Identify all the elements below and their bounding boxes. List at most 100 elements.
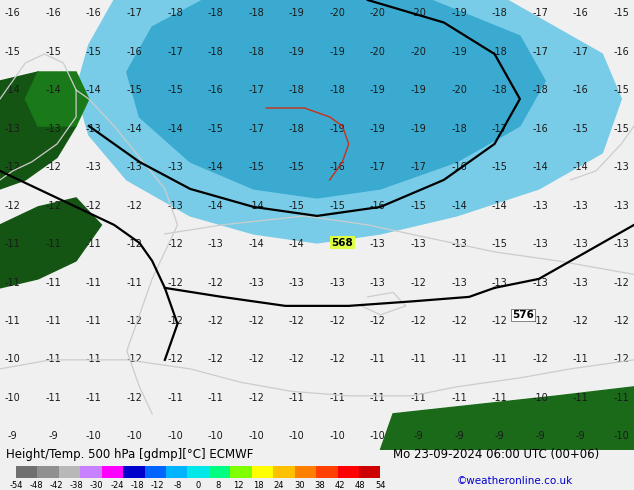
Text: -11: -11 [86, 393, 101, 403]
Text: -16: -16 [370, 201, 385, 211]
Text: -12: -12 [410, 316, 427, 326]
Text: 38: 38 [314, 481, 325, 490]
Text: -13: -13 [167, 162, 183, 172]
Bar [295, 466, 316, 478]
Text: -19: -19 [411, 85, 426, 96]
Bar [37, 466, 59, 478]
Text: -11: -11 [86, 277, 101, 288]
Text: -18: -18 [167, 8, 183, 19]
Text: -18: -18 [208, 8, 223, 19]
Text: -15: -15 [86, 47, 102, 57]
Text: -14: -14 [208, 201, 223, 211]
Text: -16: -16 [86, 8, 101, 19]
Text: -19: -19 [370, 124, 385, 134]
Text: -9: -9 [8, 431, 18, 441]
Text: 12: 12 [233, 481, 244, 490]
Polygon shape [380, 387, 634, 450]
Polygon shape [127, 0, 545, 198]
Text: 0: 0 [195, 481, 201, 490]
Text: -12: -12 [248, 354, 264, 365]
Text: -12: -12 [410, 277, 427, 288]
Text: -13: -13 [411, 239, 426, 249]
Text: -13: -13 [573, 201, 588, 211]
Text: -17: -17 [532, 8, 548, 19]
Text: -12: -12 [151, 481, 164, 490]
Text: -10: -10 [289, 431, 304, 441]
Text: -18: -18 [533, 85, 548, 96]
Text: -13: -13 [5, 124, 20, 134]
Text: -15: -15 [288, 162, 305, 172]
Text: -9: -9 [535, 431, 545, 441]
Text: -13: -13 [46, 124, 61, 134]
Bar [16, 466, 37, 478]
Text: -11: -11 [86, 354, 101, 365]
Text: -24: -24 [110, 481, 124, 490]
Bar [359, 466, 380, 478]
Text: -9: -9 [413, 431, 424, 441]
Text: -15: -15 [167, 85, 183, 96]
Text: -16: -16 [451, 162, 467, 172]
Bar [80, 466, 101, 478]
Text: -17: -17 [248, 85, 264, 96]
Text: -17: -17 [532, 47, 548, 57]
Text: -16: -16 [573, 85, 588, 96]
Text: -20: -20 [410, 8, 427, 19]
Text: -17: -17 [248, 124, 264, 134]
Text: -10: -10 [127, 431, 142, 441]
Text: -48: -48 [29, 481, 43, 490]
Text: -9: -9 [495, 431, 505, 441]
Text: -12: -12 [613, 277, 630, 288]
Text: -16: -16 [573, 8, 588, 19]
Text: -12: -12 [248, 316, 264, 326]
Text: -11: -11 [5, 277, 20, 288]
Text: -11: -11 [289, 393, 304, 403]
Text: -42: -42 [49, 481, 63, 490]
Polygon shape [25, 72, 89, 126]
Text: -14: -14 [46, 85, 61, 96]
Text: -10: -10 [614, 431, 629, 441]
Text: 48: 48 [355, 481, 365, 490]
Text: -10: -10 [5, 393, 20, 403]
Text: -13: -13 [573, 239, 588, 249]
Text: -18: -18 [330, 85, 345, 96]
Text: -15: -15 [329, 201, 346, 211]
Text: -10: -10 [167, 431, 183, 441]
Text: -13: -13 [614, 201, 629, 211]
Text: -11: -11 [451, 354, 467, 365]
Text: -12: -12 [613, 316, 630, 326]
Text: -17: -17 [573, 47, 589, 57]
Text: -54: -54 [9, 481, 23, 490]
Text: 576: 576 [512, 310, 534, 320]
Text: -12: -12 [4, 201, 21, 211]
Text: -15: -15 [248, 162, 264, 172]
Text: -16: -16 [208, 85, 223, 96]
Text: -12: -12 [329, 354, 346, 365]
Text: -10: -10 [208, 431, 223, 441]
Text: -10: -10 [86, 431, 101, 441]
Text: -20: -20 [410, 47, 427, 57]
Polygon shape [0, 72, 76, 189]
Text: -9: -9 [48, 431, 58, 441]
Text: -11: -11 [46, 393, 61, 403]
Text: -11: -11 [614, 393, 629, 403]
Bar [273, 466, 295, 478]
Text: -11: -11 [451, 393, 467, 403]
Polygon shape [0, 198, 101, 288]
Text: -12: -12 [167, 354, 183, 365]
Text: -13: -13 [86, 162, 101, 172]
Text: -15: -15 [410, 201, 427, 211]
Text: -11: -11 [46, 316, 61, 326]
Text: -11: -11 [330, 393, 345, 403]
Text: -16: -16 [330, 162, 345, 172]
Text: -14: -14 [573, 162, 588, 172]
Bar [59, 466, 80, 478]
Text: -12: -12 [126, 393, 143, 403]
Text: -13: -13 [614, 162, 629, 172]
Text: -12: -12 [126, 201, 143, 211]
Text: -12: -12 [532, 316, 548, 326]
Text: -13: -13 [533, 277, 548, 288]
Text: -14: -14 [208, 162, 223, 172]
Text: 42: 42 [335, 481, 345, 490]
Text: 18: 18 [254, 481, 264, 490]
Text: -11: -11 [573, 354, 588, 365]
